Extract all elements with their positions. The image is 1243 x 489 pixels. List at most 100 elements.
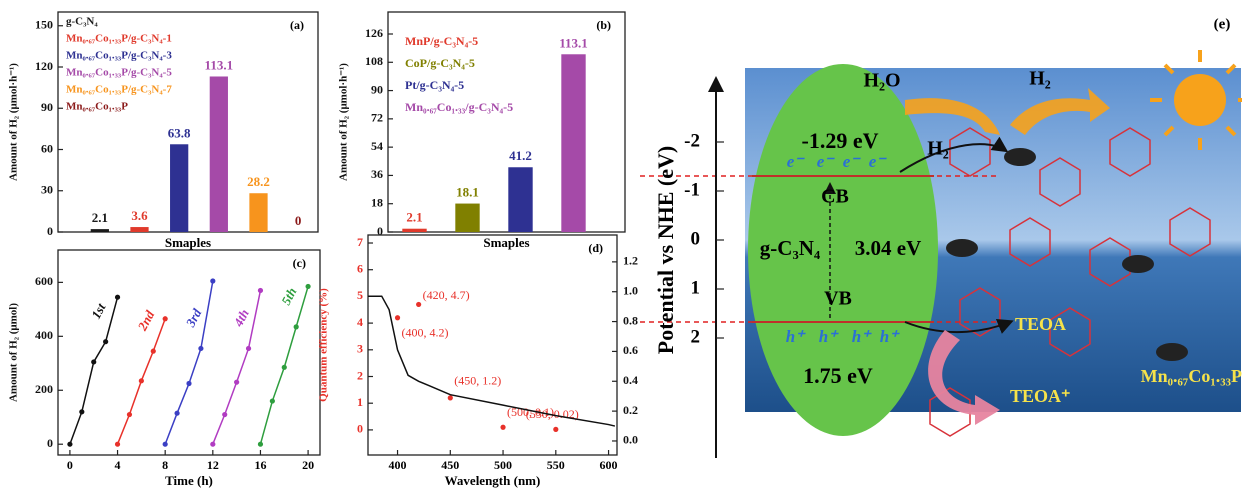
legend-entry: Mn₀.₆₇Co₁.₃₃P/g-C₃N₄-5: [66, 67, 172, 79]
y-tick-label: 30: [41, 183, 53, 197]
energy-tick-label: 1: [691, 277, 701, 298]
energy-tick-label: 0: [691, 228, 701, 249]
value-label: (420, 4.7): [423, 288, 470, 302]
legend-entry: Mn₀.₆₇Co₁.₃₃P/g-C₃N₄-1: [66, 33, 172, 45]
value-label: 41.2: [509, 148, 532, 163]
x-axis-title: Time (h): [165, 473, 213, 488]
value-label: 113.1: [559, 35, 588, 50]
bar: [210, 76, 228, 232]
cb-label: CB: [821, 186, 849, 208]
data-point: [416, 302, 421, 307]
y-tick-label: 0: [357, 422, 363, 436]
legend-entry: Mn₀.₆₇Co₁.₃₃P: [66, 101, 128, 113]
value-label: 28.2: [247, 174, 270, 189]
data-point: [500, 425, 505, 430]
x-tick-label: 400: [389, 458, 407, 472]
y-tick-label: 5: [357, 288, 363, 302]
y-axis-title: Quantum efficiency (%): [318, 288, 330, 402]
panel-label: (b): [596, 18, 611, 32]
data-point: [163, 442, 168, 447]
x-axis-title: Wavelength (nm): [445, 473, 541, 488]
hole: h⁺: [786, 327, 806, 346]
data-point: [151, 349, 156, 354]
y-axis-title: Amount of H₂ (μmol·h⁻¹): [338, 63, 350, 181]
hole: h⁺: [819, 327, 839, 346]
y-tick-label: 108: [365, 54, 383, 68]
data-point: [222, 412, 227, 417]
panel-label: (c): [293, 256, 306, 270]
series-line: [70, 297, 118, 444]
diagram-panel: Potential vs NHE (eV) (e) H₂O H₂ H₂ -1.2…: [640, 16, 1242, 458]
y-tick-label: 120: [35, 59, 53, 73]
data-point: [553, 427, 558, 432]
vb-potential: 1.75 eV: [803, 363, 873, 388]
energy-tick-label: -1: [684, 179, 700, 200]
y-tick-label: 60: [41, 141, 53, 155]
bar: [455, 204, 479, 232]
y-tick-label: 0: [47, 224, 53, 238]
electron: e⁻: [817, 152, 836, 171]
data-point: [174, 411, 179, 416]
legend-entry: MnP/g-C₃N₄-5: [405, 34, 478, 48]
y-tick-label: 200: [35, 382, 53, 396]
data-point: [139, 378, 144, 383]
electron: e⁻: [787, 152, 806, 171]
series-label: 1st: [88, 300, 109, 321]
data-point: [210, 278, 215, 283]
panel-label: (e): [1214, 16, 1231, 32]
x-tick-label: 500: [494, 458, 512, 472]
energy-axis-label: Potential vs NHE (eV): [653, 146, 678, 354]
y-tick-label: 3: [357, 342, 363, 356]
series-label: 4th: [230, 307, 252, 330]
hole: h⁺: [852, 327, 872, 346]
bar: [130, 227, 148, 232]
data-point: [246, 346, 251, 351]
data-point: [115, 295, 120, 300]
x-tick-label: 550: [547, 458, 565, 472]
data-point: [67, 442, 72, 447]
value-label: 2.1: [92, 210, 108, 225]
x-tick-label: 20: [302, 458, 314, 472]
teoa-oxidized-label: TEOA⁺: [1010, 386, 1071, 406]
energy-tick-label: 2: [691, 326, 701, 347]
y-tick-label: 1.0: [623, 283, 638, 297]
value-label: 63.8: [168, 125, 191, 140]
hydrogen-label: H₂: [1029, 68, 1051, 90]
y-tick-label: 0.2: [623, 403, 638, 417]
value-label: 0: [295, 213, 302, 228]
electron: e⁻: [843, 152, 862, 171]
y-tick-label: 0: [47, 436, 53, 450]
cocatalyst-particle: [1004, 148, 1036, 166]
data-point: [79, 409, 84, 414]
value-label: 113.1: [205, 57, 234, 72]
x-tick-label: 0: [67, 458, 73, 472]
cocatalyst-particle: [946, 239, 978, 257]
y-tick-label: 72: [371, 111, 383, 125]
y-tick-label: 4: [357, 315, 363, 329]
bar: [249, 193, 267, 232]
series-label: 5th: [278, 285, 299, 307]
panel-label: (d): [588, 241, 603, 255]
data-point: [305, 284, 310, 289]
data-point: [270, 398, 275, 403]
data-point: [395, 315, 400, 320]
bar: [91, 229, 109, 232]
cocatalyst-label: Mn₀.₆₇Co₁.₃₃P: [1141, 366, 1242, 386]
vb-label: VB: [824, 288, 852, 310]
data-point: [258, 442, 263, 447]
legend-entry: Pt/g-C₃N₄-5: [405, 78, 464, 92]
plot-frame: [58, 250, 320, 455]
x-tick-label: 450: [441, 458, 459, 472]
data-point: [186, 381, 191, 386]
x-axis-title: Smaples: [483, 235, 529, 250]
value-label: (400, 4.2): [402, 326, 449, 340]
bar: [170, 144, 188, 232]
data-point: [115, 442, 120, 447]
panel-label: (a): [290, 18, 304, 32]
bar: [561, 54, 585, 232]
data-point: [258, 288, 263, 293]
legend-entry: CoP/g-C₃N₄-5: [405, 56, 475, 70]
data-point: [127, 412, 132, 417]
electron: e⁻: [869, 152, 888, 171]
band-gap-label: 3.04 eV: [855, 236, 922, 260]
